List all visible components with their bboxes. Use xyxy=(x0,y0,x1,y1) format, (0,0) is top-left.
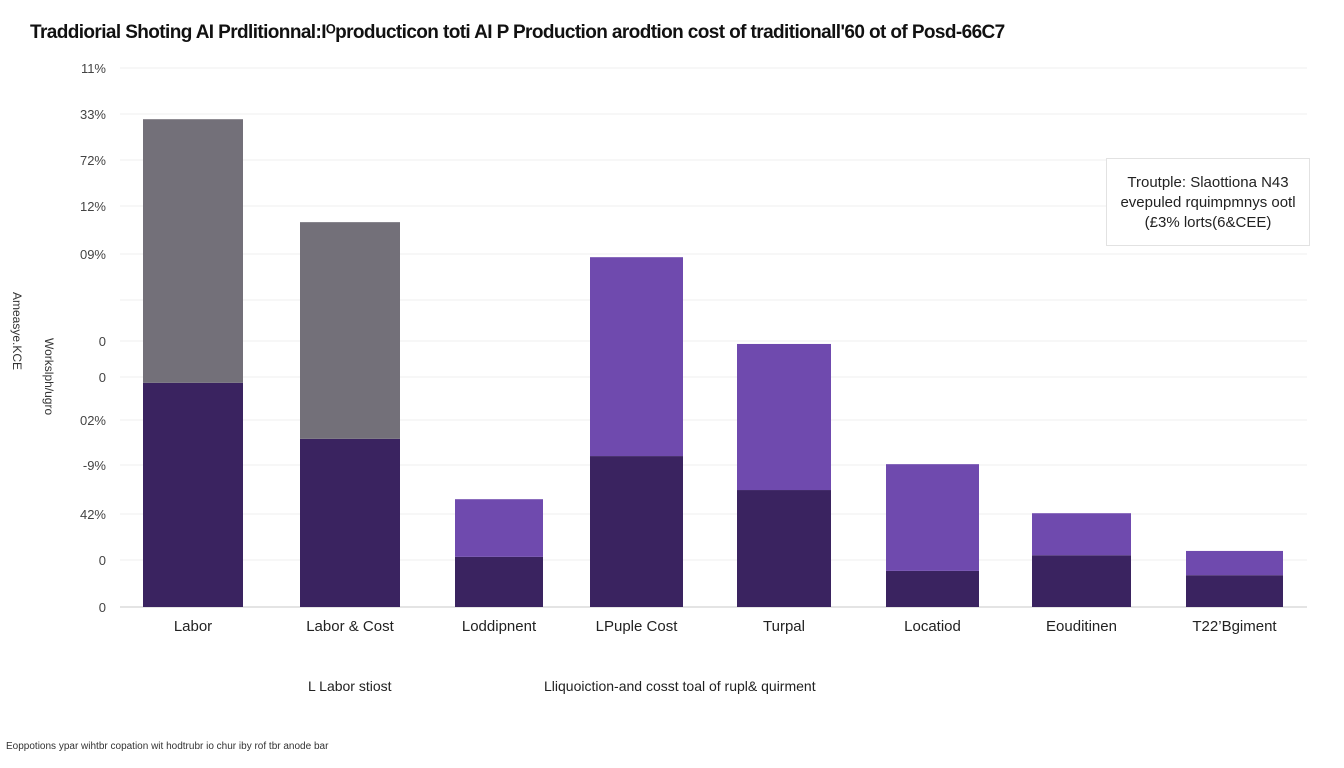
y-tick-label: 11% xyxy=(81,61,106,76)
bar-segment-top xyxy=(455,499,543,557)
x-tick-label: Labor xyxy=(174,618,212,635)
y-tick-label: 0 xyxy=(99,600,106,615)
bar-segment-top xyxy=(300,222,400,439)
x-tick-label: Labor & Cost xyxy=(306,618,394,635)
x-tick-label: Turpal xyxy=(763,618,805,635)
bar-segment-base xyxy=(737,490,831,607)
footnote: Eoppotions ypar wihtbr copation wit hodt… xyxy=(6,741,329,752)
bottom-label: Lliquoiction-and cosst toal of rupl& qui… xyxy=(544,678,816,694)
bar-segment-base xyxy=(590,456,683,607)
bar-segment-top xyxy=(1186,550,1283,576)
bottom-label: L Labor stiost xyxy=(308,678,392,694)
x-tick-label: Eouditinen xyxy=(1046,618,1117,635)
bar-segment-base xyxy=(1186,575,1283,607)
bar-segment-base xyxy=(886,570,979,607)
bar-segment-top xyxy=(737,343,831,491)
y-tick-label: 0 xyxy=(99,553,106,568)
legend-line: Troutple: Slaottiona N43 xyxy=(1127,174,1289,191)
x-tick-label: Loddipnent xyxy=(462,618,537,635)
y-tick-label: 33% xyxy=(80,107,106,122)
y-axis-label-secondary: Workslph/ugro xyxy=(42,338,56,416)
bar-segment-base xyxy=(455,556,543,607)
x-tick-label: LPuple Cost xyxy=(596,618,679,635)
y-tick-label: 42% xyxy=(80,507,106,522)
bar-segment-top xyxy=(1032,513,1131,556)
bar-segment-top xyxy=(886,464,979,571)
y-axis-label: Ameasye.KCE xyxy=(10,292,24,371)
bar-segment-top xyxy=(143,119,243,383)
legend-line: (£3% lorts(6&CEE) xyxy=(1144,214,1272,231)
legend-line: evepuled rquimpmnys ootl xyxy=(1120,194,1296,211)
y-tick-label: -9% xyxy=(83,458,107,473)
bar-segment-base xyxy=(143,382,243,607)
chart-title: Traddiorial Shoting AI Prdlitionnal:Iᴼpr… xyxy=(30,22,1005,43)
bar-segment-top xyxy=(590,257,683,457)
y-tick-label: 0 xyxy=(99,370,106,385)
y-tick-label: 72% xyxy=(80,153,106,168)
y-tick-label: 09% xyxy=(80,247,106,262)
x-tick-label: T22’Bgiment xyxy=(1192,618,1277,635)
x-tick-label: Locatiod xyxy=(904,618,961,635)
bar-segment-base xyxy=(300,438,400,607)
legend: Troutple: Slaottiona N43 evepuled rquimp… xyxy=(1106,158,1310,246)
y-tick-label: 02% xyxy=(80,413,106,428)
y-tick-label: 12% xyxy=(80,199,106,214)
y-tick-label: 0 xyxy=(99,334,106,349)
bar-segment-base xyxy=(1032,555,1131,607)
